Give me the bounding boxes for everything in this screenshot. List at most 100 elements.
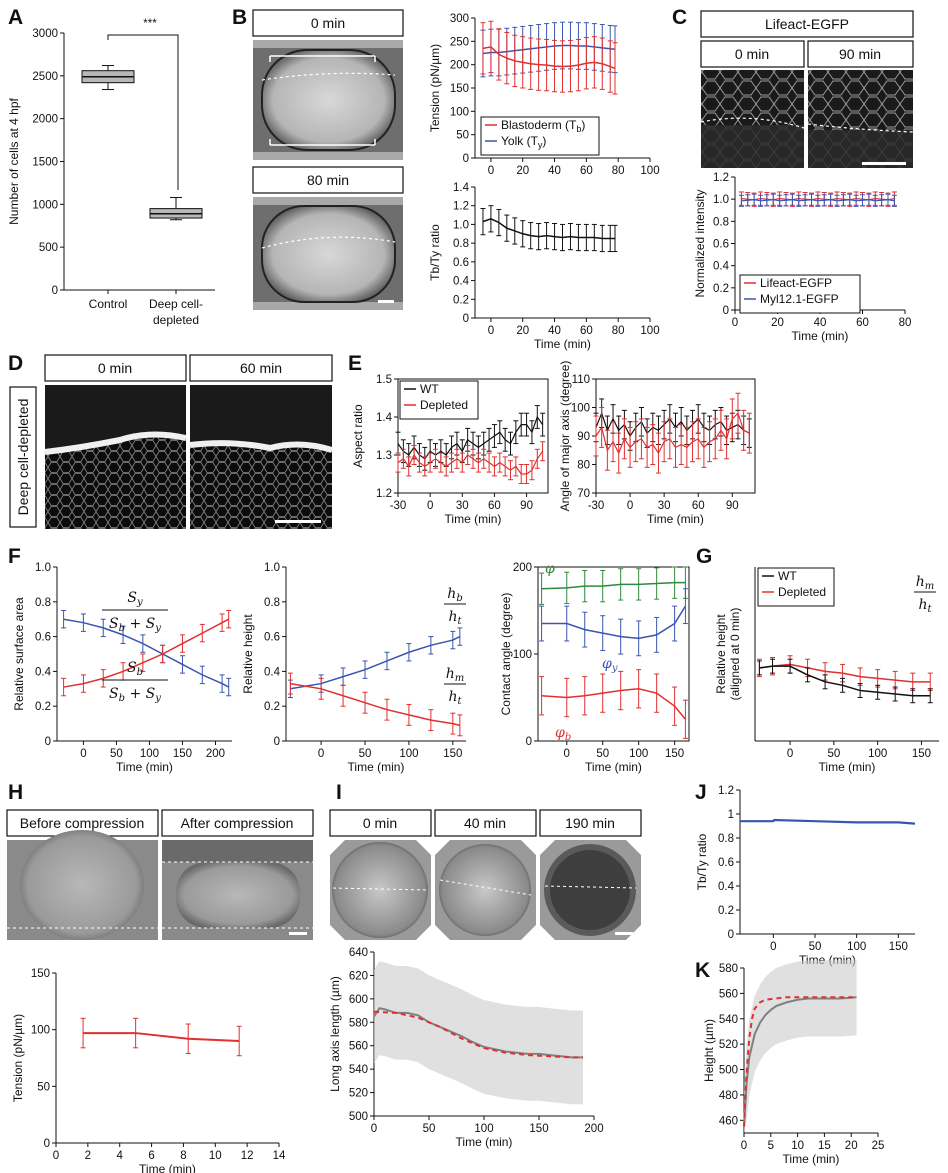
y-tick-label: 0.2 <box>718 905 734 917</box>
y-tick-label: 1.0 <box>35 562 51 574</box>
chart-a: 0 500 1000 1500 2000 2500 3000 Number of cells … <box>7 28 215 327</box>
legend-text-part: Yolk (T <box>501 134 539 148</box>
x-tick-label: 12 <box>241 1150 254 1162</box>
image-b-label-0min: 0 min <box>311 15 345 31</box>
x-tick-label: 2 <box>85 1150 91 1162</box>
error-band <box>374 961 583 1105</box>
y-tick-label: 0.8 <box>453 238 469 250</box>
x-tick-label: 20 <box>771 317 784 329</box>
series-wt <box>759 665 931 697</box>
x-tick-label: 40 <box>548 325 561 337</box>
x-axis-label: Time (min) <box>792 329 849 343</box>
significance-label: *** <box>143 18 157 30</box>
x-tick-label: -30 <box>588 500 605 512</box>
series-sy <box>63 618 230 688</box>
x-axis-label: Time (min) <box>819 760 876 774</box>
y-tick-label: 2500 <box>32 71 58 83</box>
image-d-label-0min: 0 min <box>98 360 132 376</box>
y-tick-label: 100 <box>450 106 469 118</box>
image-i-label-0min: 0 min <box>363 815 397 831</box>
image-h-label-before: Before compression <box>20 815 145 831</box>
x-tick-label: 50 <box>827 748 840 760</box>
x-tick-label: 80 <box>612 165 625 177</box>
series-sb <box>63 618 230 688</box>
panel-label-g: G <box>696 545 712 568</box>
y-tick-label: 0.4 <box>718 881 735 893</box>
x-tick-label: 0 <box>741 1140 747 1152</box>
y-tick-label: 50 <box>456 130 469 142</box>
x-tick-label: 50 <box>423 1123 436 1135</box>
chart-b-tension: 0 50 100 150 200 250 300 0 20 40 60 80 100 Tension (p… <box>428 13 660 177</box>
image-c-label-0min: 0 min <box>735 46 769 62</box>
formula-sy: Sy Sb + Sy <box>102 590 168 634</box>
x-tick-label: 150 <box>889 941 908 953</box>
image-b-label-80min: 80 min <box>307 172 349 188</box>
x-tick-label: 0 <box>564 748 570 760</box>
x-tick-label: 0 <box>488 165 494 177</box>
panel-label-d: D <box>8 352 23 375</box>
y-axis-label: Relative surface area <box>12 597 26 711</box>
phi-b-label: φb <box>555 725 571 743</box>
svg-text:Sb + Sy: Sb + Sy <box>109 616 161 634</box>
series-depleted <box>595 412 750 455</box>
y-tick-label: 0.4 <box>35 666 52 678</box>
y-tick-label: 80 <box>577 460 590 472</box>
x-tick-label: 0 <box>318 748 324 760</box>
image-d-label-60min: 60 min <box>240 360 282 376</box>
panel-label-c: C <box>672 6 687 29</box>
y-tick-label: 1.0 <box>264 562 280 574</box>
y-tick-label: 500 <box>39 242 58 254</box>
x-axis-label: Time (min) <box>647 512 704 526</box>
y-tick-label: 0 <box>44 1138 50 1150</box>
series-height <box>743 996 857 1127</box>
x-axis-label: Time (min) <box>456 1135 513 1149</box>
y-tick-label: 0 <box>463 153 469 165</box>
y-axis-label: Long axis length (µm) <box>328 976 342 1092</box>
chart-h: 0 50 100 150 0 2 4 6 8 10 12 14 Tension (pN/µm) Time … <box>11 968 286 1173</box>
x-tick-label: 0 <box>488 325 494 337</box>
x-tick-label: 20 <box>516 325 529 337</box>
x-tick-label: 100 <box>847 941 866 953</box>
x-tick-label: 25 <box>872 1140 885 1152</box>
panel-label-b: B <box>232 6 247 29</box>
svg-text:Sy: Sy <box>127 590 143 608</box>
scale-bar <box>378 300 394 303</box>
formula-hm: hm ht <box>444 666 466 707</box>
x-tick-label: 50 <box>359 748 372 760</box>
x-tick-label: 0 <box>732 317 738 329</box>
y-axis-label: Contact angle (degree) <box>499 593 513 716</box>
x-tick-label: -30 <box>390 500 407 512</box>
panel-label-f: F <box>8 545 21 568</box>
legend-text-part: b <box>576 124 581 134</box>
y-axis-label: Number of cells at 4 hpf <box>7 97 21 224</box>
x-tick-label: 60 <box>692 500 705 512</box>
series-fit <box>373 1010 583 1059</box>
y-tick-label: 0.4 <box>453 276 470 288</box>
y-tick-label: 640 <box>349 947 368 959</box>
svg-text:ht: ht <box>448 689 462 707</box>
x-tick-label: 14 <box>273 1150 286 1162</box>
y-tick-label: 1500 <box>32 157 58 169</box>
y-tick-label: 1.0 <box>453 219 469 231</box>
y-tick-label: 90 <box>577 431 590 443</box>
y-axis-label: Tb/Ty ratio <box>428 224 442 281</box>
x-tick-label: 0 <box>627 500 633 512</box>
series-hb <box>290 635 461 690</box>
formula-sb: Sb Sb + Sy <box>102 660 168 704</box>
x-tick-label: 0 <box>371 1123 377 1135</box>
legend-text-part: Depleted <box>778 585 826 599</box>
x-tick-label: 30 <box>658 500 671 512</box>
legend-label: Depleted <box>778 585 826 599</box>
panel-label-k: K <box>695 959 710 982</box>
legend-text-part: Myl12.1-EGFP <box>760 292 839 306</box>
x-tick-label: 0 <box>770 941 776 953</box>
formula-hb: hb ht <box>444 586 466 627</box>
y-tick-label: 620 <box>349 970 368 982</box>
svg-text:Sb: Sb <box>127 660 143 678</box>
series-yolk <box>482 44 616 55</box>
svg-text:ht: ht <box>918 597 932 615</box>
y-tick-label: 1.0 <box>713 194 729 206</box>
x-tick-label: 150 <box>529 1123 548 1135</box>
y-tick-label: 0.6 <box>453 257 469 269</box>
